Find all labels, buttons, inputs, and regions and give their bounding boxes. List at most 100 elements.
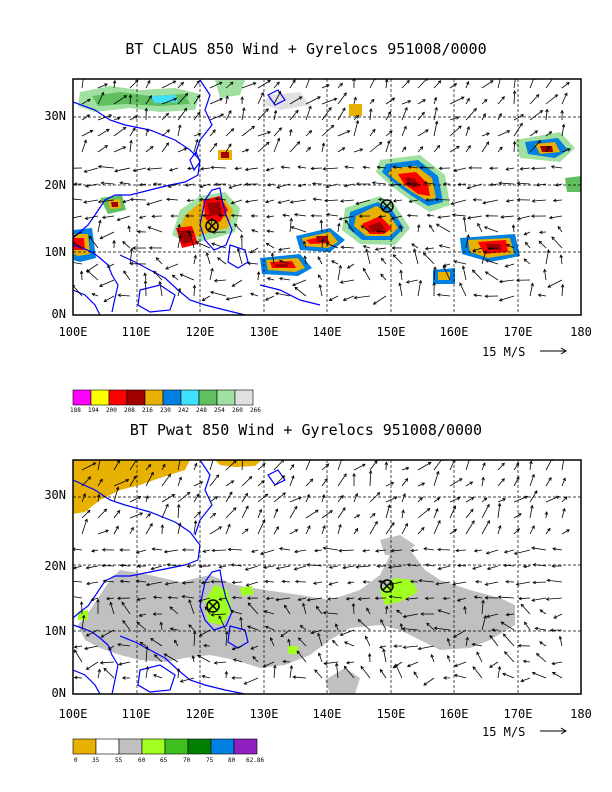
- wind-vector: [164, 653, 179, 663]
- wind-vector: [363, 268, 371, 281]
- colorbar-swatch: [234, 389, 254, 406]
- wind-vector: [545, 528, 551, 535]
- wind-vector: [290, 199, 307, 203]
- wind-vector: [452, 581, 467, 585]
- wind-vector: [81, 462, 96, 471]
- wind-vector: [337, 130, 350, 137]
- wind-vector-head: [456, 145, 460, 150]
- wind-vector: [305, 147, 311, 153]
- wind-vector-head: [311, 181, 316, 186]
- wind-vector-head: [73, 182, 78, 186]
- wind-vector: [385, 140, 390, 153]
- wind-vector: [447, 638, 451, 647]
- wind-vector: [289, 464, 295, 471]
- wind-vector: [139, 215, 147, 219]
- wind-vector: [455, 549, 467, 552]
- wind-vector: [385, 111, 391, 121]
- wind-vector-head: [322, 167, 326, 171]
- wind-vector: [457, 564, 467, 567]
- wind-vector-head: [73, 241, 75, 245]
- wind-vector-head: [462, 216, 467, 221]
- p1-lon-label-140e: 140E: [312, 325, 342, 339]
- wind-vector: [217, 257, 227, 265]
- wind-vector: [513, 141, 516, 153]
- wind-vector-head: [426, 622, 430, 627]
- wind-vector: [539, 609, 547, 615]
- wind-vector-head: [262, 463, 266, 467]
- wind-vector: [433, 520, 441, 535]
- wind-vector: [340, 629, 355, 636]
- wind-vector: [129, 496, 141, 503]
- wind-vector-head: [281, 475, 286, 479]
- wind-vector-head: [101, 91, 105, 96]
- wind-vector-head: [531, 598, 536, 602]
- wind-vector-head: [193, 254, 197, 259]
- wind-vector-head: [214, 197, 219, 201]
- wind-vector: [204, 606, 211, 615]
- wind-vector-head: [401, 627, 406, 631]
- wind-vector-head: [177, 287, 182, 292]
- wind-vector: [392, 254, 403, 265]
- wind-vector: [520, 604, 531, 615]
- wind-vector-head: [66, 197, 69, 200]
- wind-vector: [97, 529, 109, 535]
- wind-vector-head: [197, 111, 201, 116]
- wind-vector-head: [334, 662, 339, 667]
- wind-vector: [337, 83, 343, 89]
- wind-vector: [98, 166, 115, 169]
- wind-vector-head: [147, 513, 151, 517]
- wind-vector: [439, 245, 451, 249]
- wind-vector-head: [322, 611, 327, 615]
- wind-vector-head: [546, 578, 551, 583]
- wind-vector-head: [482, 200, 486, 205]
- wind-vector-head: [306, 493, 310, 498]
- wind-vector-head: [194, 462, 198, 467]
- wind-vector: [369, 108, 372, 121]
- wind-vector: [148, 226, 163, 233]
- wind-vector-head: [119, 579, 124, 584]
- wind-vector-head: [498, 181, 502, 185]
- wind-vector: [497, 525, 501, 535]
- wind-vector-head: [338, 216, 343, 221]
- wind-vector-head: [374, 596, 379, 600]
- wind-vector-head: [277, 90, 282, 95]
- wind-vector-head: [201, 297, 206, 301]
- wind-vector: [356, 565, 371, 568]
- wind-vector-head: [410, 548, 414, 553]
- p1-colorbar: [72, 389, 254, 406]
- wind-vector: [129, 527, 134, 535]
- wind-vector-head: [307, 146, 311, 151]
- wind-vector-head: [202, 549, 207, 553]
- wind-vector: [314, 549, 323, 552]
- wind-vector: [379, 669, 387, 679]
- wind-vector: [457, 597, 467, 602]
- wind-vector-head: [98, 219, 102, 224]
- wind-vector-head: [436, 470, 440, 475]
- wind-vector-head: [465, 636, 469, 641]
- wind-vector: [225, 631, 228, 647]
- wind-vector: [401, 510, 404, 519]
- wind-vector-head: [197, 598, 202, 603]
- wind-vector: [458, 183, 467, 185]
- wind-vector-head: [153, 654, 158, 658]
- wind-vector-head: [466, 97, 470, 102]
- wind-vector: [561, 529, 570, 535]
- wind-vector: [538, 294, 547, 297]
- wind-vector-head: [297, 597, 302, 602]
- wind-vector-head: [376, 229, 380, 234]
- wind-vector-head: [552, 547, 556, 551]
- wind-vector: [209, 460, 214, 471]
- wind-vector-head: [365, 248, 369, 253]
- p1-lat-label-20n: 20N: [44, 178, 66, 192]
- wind-vector-head: [362, 267, 367, 272]
- wind-vector-head: [500, 215, 504, 219]
- wind-vector-head: [530, 282, 534, 287]
- wind-vector-head: [123, 270, 127, 275]
- wind-vector-head: [323, 661, 328, 666]
- wind-vector-head: [438, 244, 443, 248]
- wind-vector: [129, 140, 132, 153]
- wind-vector-head: [392, 254, 397, 258]
- colorbar-swatch: [90, 389, 110, 406]
- wind-vector: [436, 223, 451, 233]
